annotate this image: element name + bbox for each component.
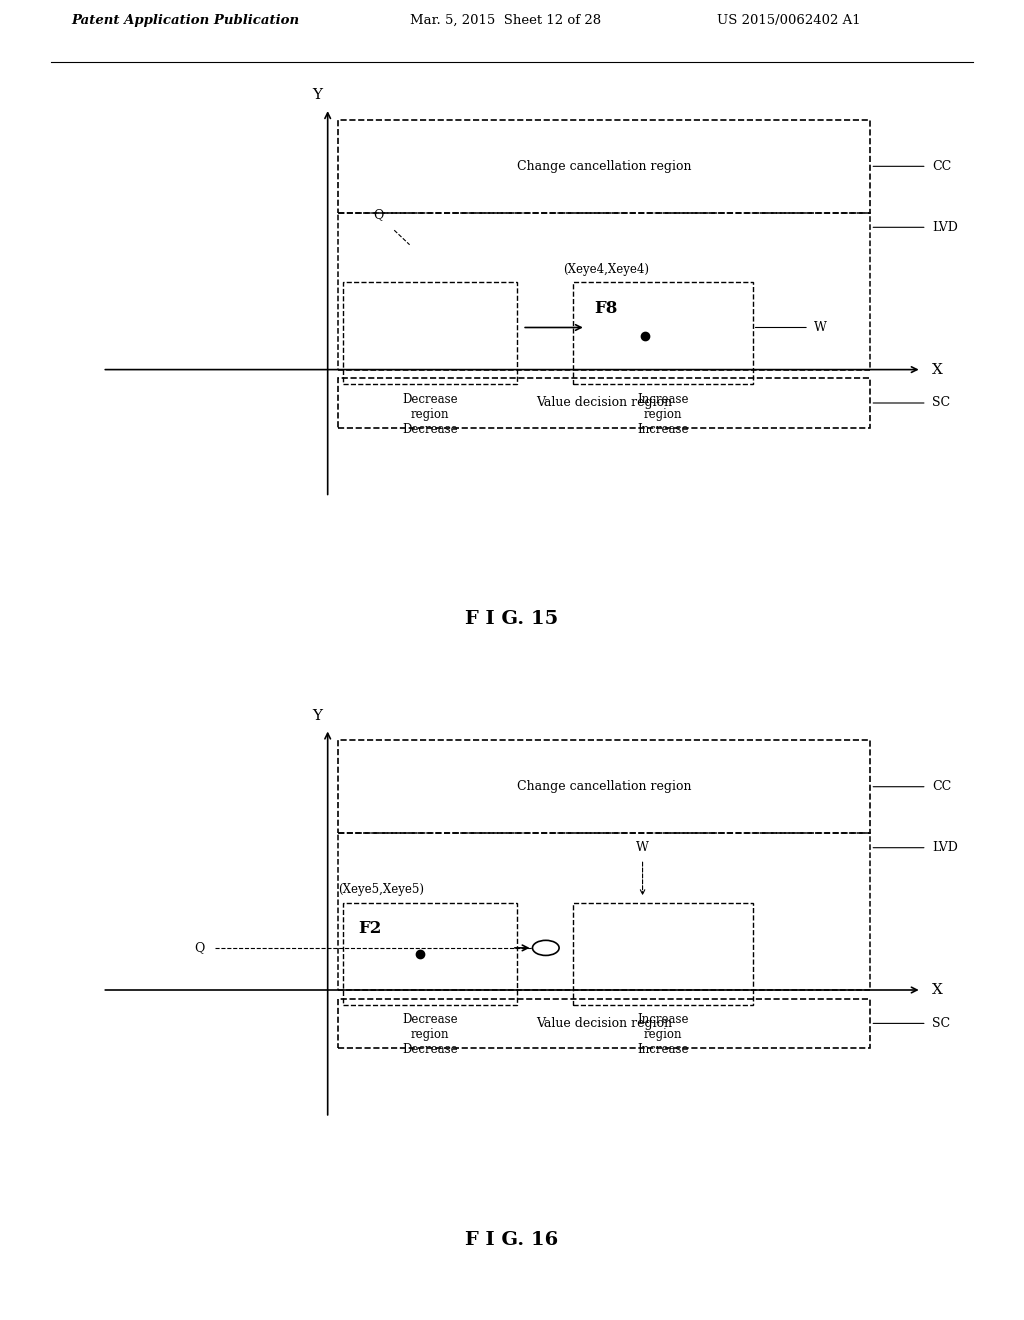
- Bar: [573, 903, 753, 1005]
- Text: F I G. 15: F I G. 15: [465, 610, 559, 628]
- Text: F8: F8: [594, 300, 617, 317]
- Text: X: X: [932, 363, 943, 376]
- Text: US 2015/0062402 A1: US 2015/0062402 A1: [717, 13, 860, 26]
- Text: Decrease
region
Decrease: Decrease region Decrease: [402, 1014, 458, 1056]
- Bar: [343, 903, 517, 1005]
- Text: F2: F2: [358, 920, 382, 937]
- Bar: [338, 999, 870, 1048]
- Text: LVD: LVD: [932, 841, 957, 854]
- Text: (Xeye5,Xeye5): (Xeye5,Xeye5): [338, 883, 424, 896]
- Text: LVD: LVD: [932, 220, 957, 234]
- Text: Value decision region: Value decision region: [537, 1016, 672, 1030]
- Text: Increase
region
Increase: Increase region Increase: [637, 1014, 689, 1056]
- Text: W: W: [814, 321, 827, 334]
- Bar: [573, 282, 753, 384]
- Text: Y: Y: [312, 88, 323, 103]
- Text: Q: Q: [374, 209, 384, 222]
- Text: Decrease
region
Decrease: Decrease region Decrease: [402, 393, 458, 436]
- Text: Increase
region
Increase: Increase region Increase: [637, 393, 689, 436]
- Text: SC: SC: [932, 396, 950, 409]
- Text: CC: CC: [932, 780, 951, 793]
- Text: X: X: [932, 983, 943, 997]
- Bar: [338, 379, 870, 428]
- Text: Patent Application Publication: Patent Application Publication: [72, 13, 300, 26]
- Bar: [343, 282, 517, 384]
- Circle shape: [532, 940, 559, 956]
- Bar: [338, 213, 870, 370]
- Text: F I G. 16: F I G. 16: [465, 1230, 559, 1249]
- Text: Mar. 5, 2015  Sheet 12 of 28: Mar. 5, 2015 Sheet 12 of 28: [410, 13, 601, 26]
- Text: CC: CC: [932, 160, 951, 173]
- Text: Y: Y: [312, 709, 323, 723]
- Text: Value decision region: Value decision region: [537, 396, 672, 409]
- Text: (Xeye4,Xeye4): (Xeye4,Xeye4): [563, 263, 649, 276]
- Text: Change cancellation region: Change cancellation region: [517, 160, 691, 173]
- Bar: [338, 741, 870, 833]
- Bar: [338, 120, 870, 213]
- Bar: [338, 833, 870, 990]
- Text: Change cancellation region: Change cancellation region: [517, 780, 691, 793]
- Text: Q: Q: [195, 941, 205, 954]
- Text: SC: SC: [932, 1016, 950, 1030]
- Text: W: W: [636, 841, 649, 854]
